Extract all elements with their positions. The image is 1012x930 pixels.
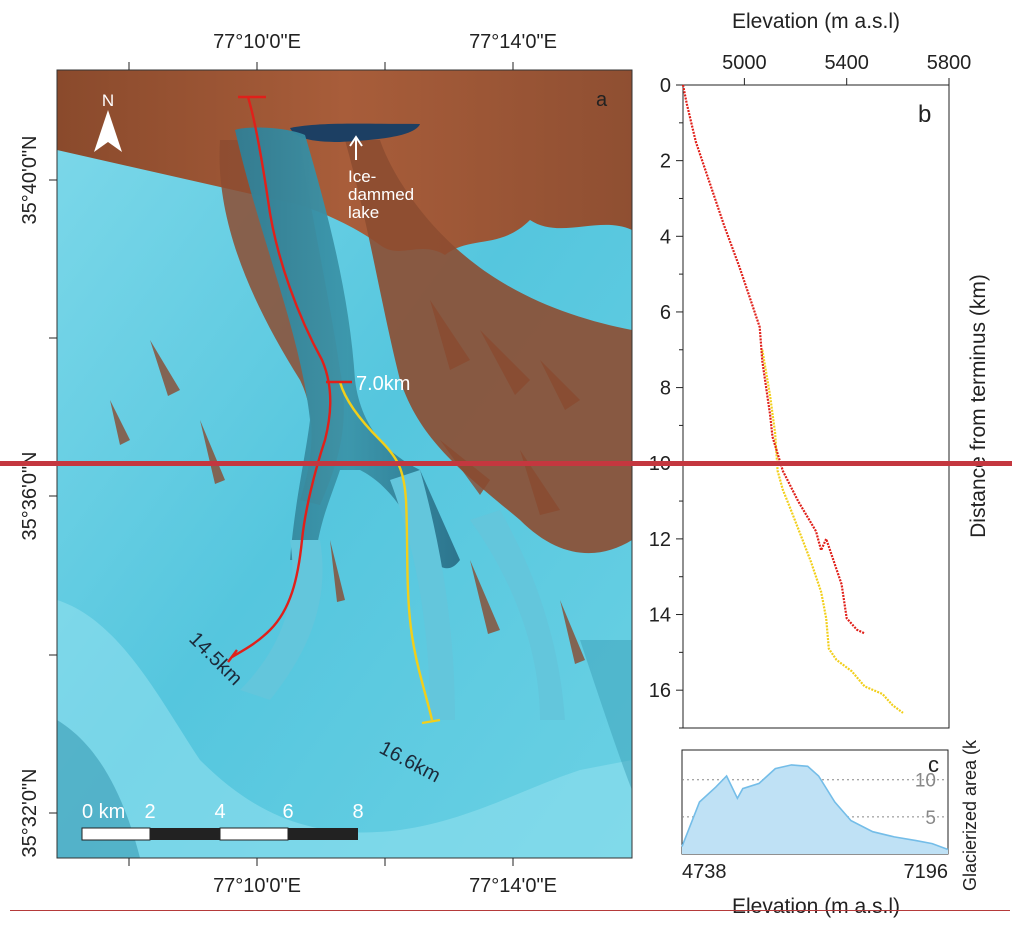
scale-label-4: 4	[214, 801, 225, 823]
profile-y-axis-title: Distance from terminus (km)	[967, 274, 990, 538]
panel-label-b: b	[918, 101, 931, 128]
north-arrow-icon	[94, 110, 122, 152]
profile-series-line	[761, 349, 904, 714]
profile-series	[681, 84, 904, 714]
profile-x-tick-label: 5400	[824, 52, 869, 74]
top-lon-label-2: 77°14'0"E	[469, 31, 557, 53]
lat-label-2: 35°36'0"N	[19, 452, 41, 541]
lake-label-line-2: dammed	[348, 185, 414, 204]
top-lon-label-1: 77°10'0"E	[213, 31, 301, 53]
profile-chart: 5000540058000246810121416 Elevation (m a…	[649, 10, 990, 729]
horizontal-guide-line	[0, 461, 1012, 466]
scale-label-0: 0 km	[82, 801, 125, 823]
hypsometry-y-tick-label: 5	[925, 808, 936, 829]
red-flowline-markers	[227, 95, 352, 663]
map-graticule-ticks	[49, 62, 514, 866]
hypsometry-area-line	[681, 764, 949, 851]
profile-y-tick-label: 14	[649, 605, 671, 627]
panel-label-a: a	[596, 89, 608, 111]
hypsometry-x-tick-label: 4738	[682, 861, 727, 883]
scale-label-8: 8	[352, 801, 363, 823]
north-label: N	[102, 91, 114, 110]
hypsometry-y-axis-title: Glacierized area (km²)	[960, 740, 980, 891]
yellow-flowline	[338, 381, 434, 721]
profile-x-tick-label: 5800	[927, 52, 972, 74]
profile-y-tick-label: 16	[649, 680, 671, 702]
lat-label-3: 35°32'0"N	[19, 769, 41, 858]
profile-y-tick-label: 12	[649, 529, 671, 551]
profile-panel-b: 5000540058000246810121416 Elevation (m a…	[640, 0, 1012, 740]
profile-axis-ticks: 5000540058000246810121416	[649, 52, 972, 729]
hypsometry-x-tick-label: 7196	[904, 861, 949, 883]
profile-y-tick-label: 6	[660, 302, 671, 324]
scale-bar	[81, 827, 358, 841]
branch-distance-label: 7.0km	[356, 373, 410, 395]
hypsometry-grid	[682, 779, 948, 818]
profile-y-tick-label: 2	[660, 151, 671, 173]
hypsometry-y-tick-label: 10	[915, 771, 936, 792]
profile-y-tick-label: 8	[660, 378, 671, 400]
profile-y-tick-label: 4	[660, 226, 671, 248]
hypsometry-panel-c: 5 10 4738 7196 Elevation (m a.s.l) Glacieri…	[640, 713, 1012, 925]
profile-plot-frame	[682, 84, 950, 729]
profile-y-tick-label: 0	[660, 75, 671, 97]
bottom-lon-label-2: 77°14'0"E	[469, 875, 557, 897]
profile-series-line	[681, 84, 866, 635]
lake-pointer-arrow-icon	[349, 135, 363, 160]
red-flowline	[231, 96, 332, 659]
bottom-lon-label-1: 77°10'0"E	[213, 875, 301, 897]
hypsometry-x-axis-title: Elevation (m a.s.l)	[732, 895, 900, 918]
hypsometry-chart: 5 10 4738 7196 Elevation (m a.s.l) Glacieri…	[681, 713, 980, 918]
scale-label-6: 6	[282, 801, 293, 823]
lake-label-line-1: Ice-	[348, 167, 376, 186]
profile-x-tick-label: 5000	[722, 52, 767, 74]
lake-label-line-3: lake	[348, 203, 379, 222]
lat-label-1: 35°40'0"N	[19, 136, 41, 225]
scale-label-2: 2	[144, 801, 155, 823]
hypsometry-area	[681, 764, 949, 854]
hypsometry-axis-ticks: 5 10 4738 7196	[682, 771, 948, 883]
yellow-flowline-markers	[421, 718, 441, 725]
profile-x-axis-title: Elevation (m a.s.l)	[732, 10, 900, 33]
panel-label-c: c	[928, 752, 939, 777]
bottom-rule-line	[10, 910, 1010, 911]
